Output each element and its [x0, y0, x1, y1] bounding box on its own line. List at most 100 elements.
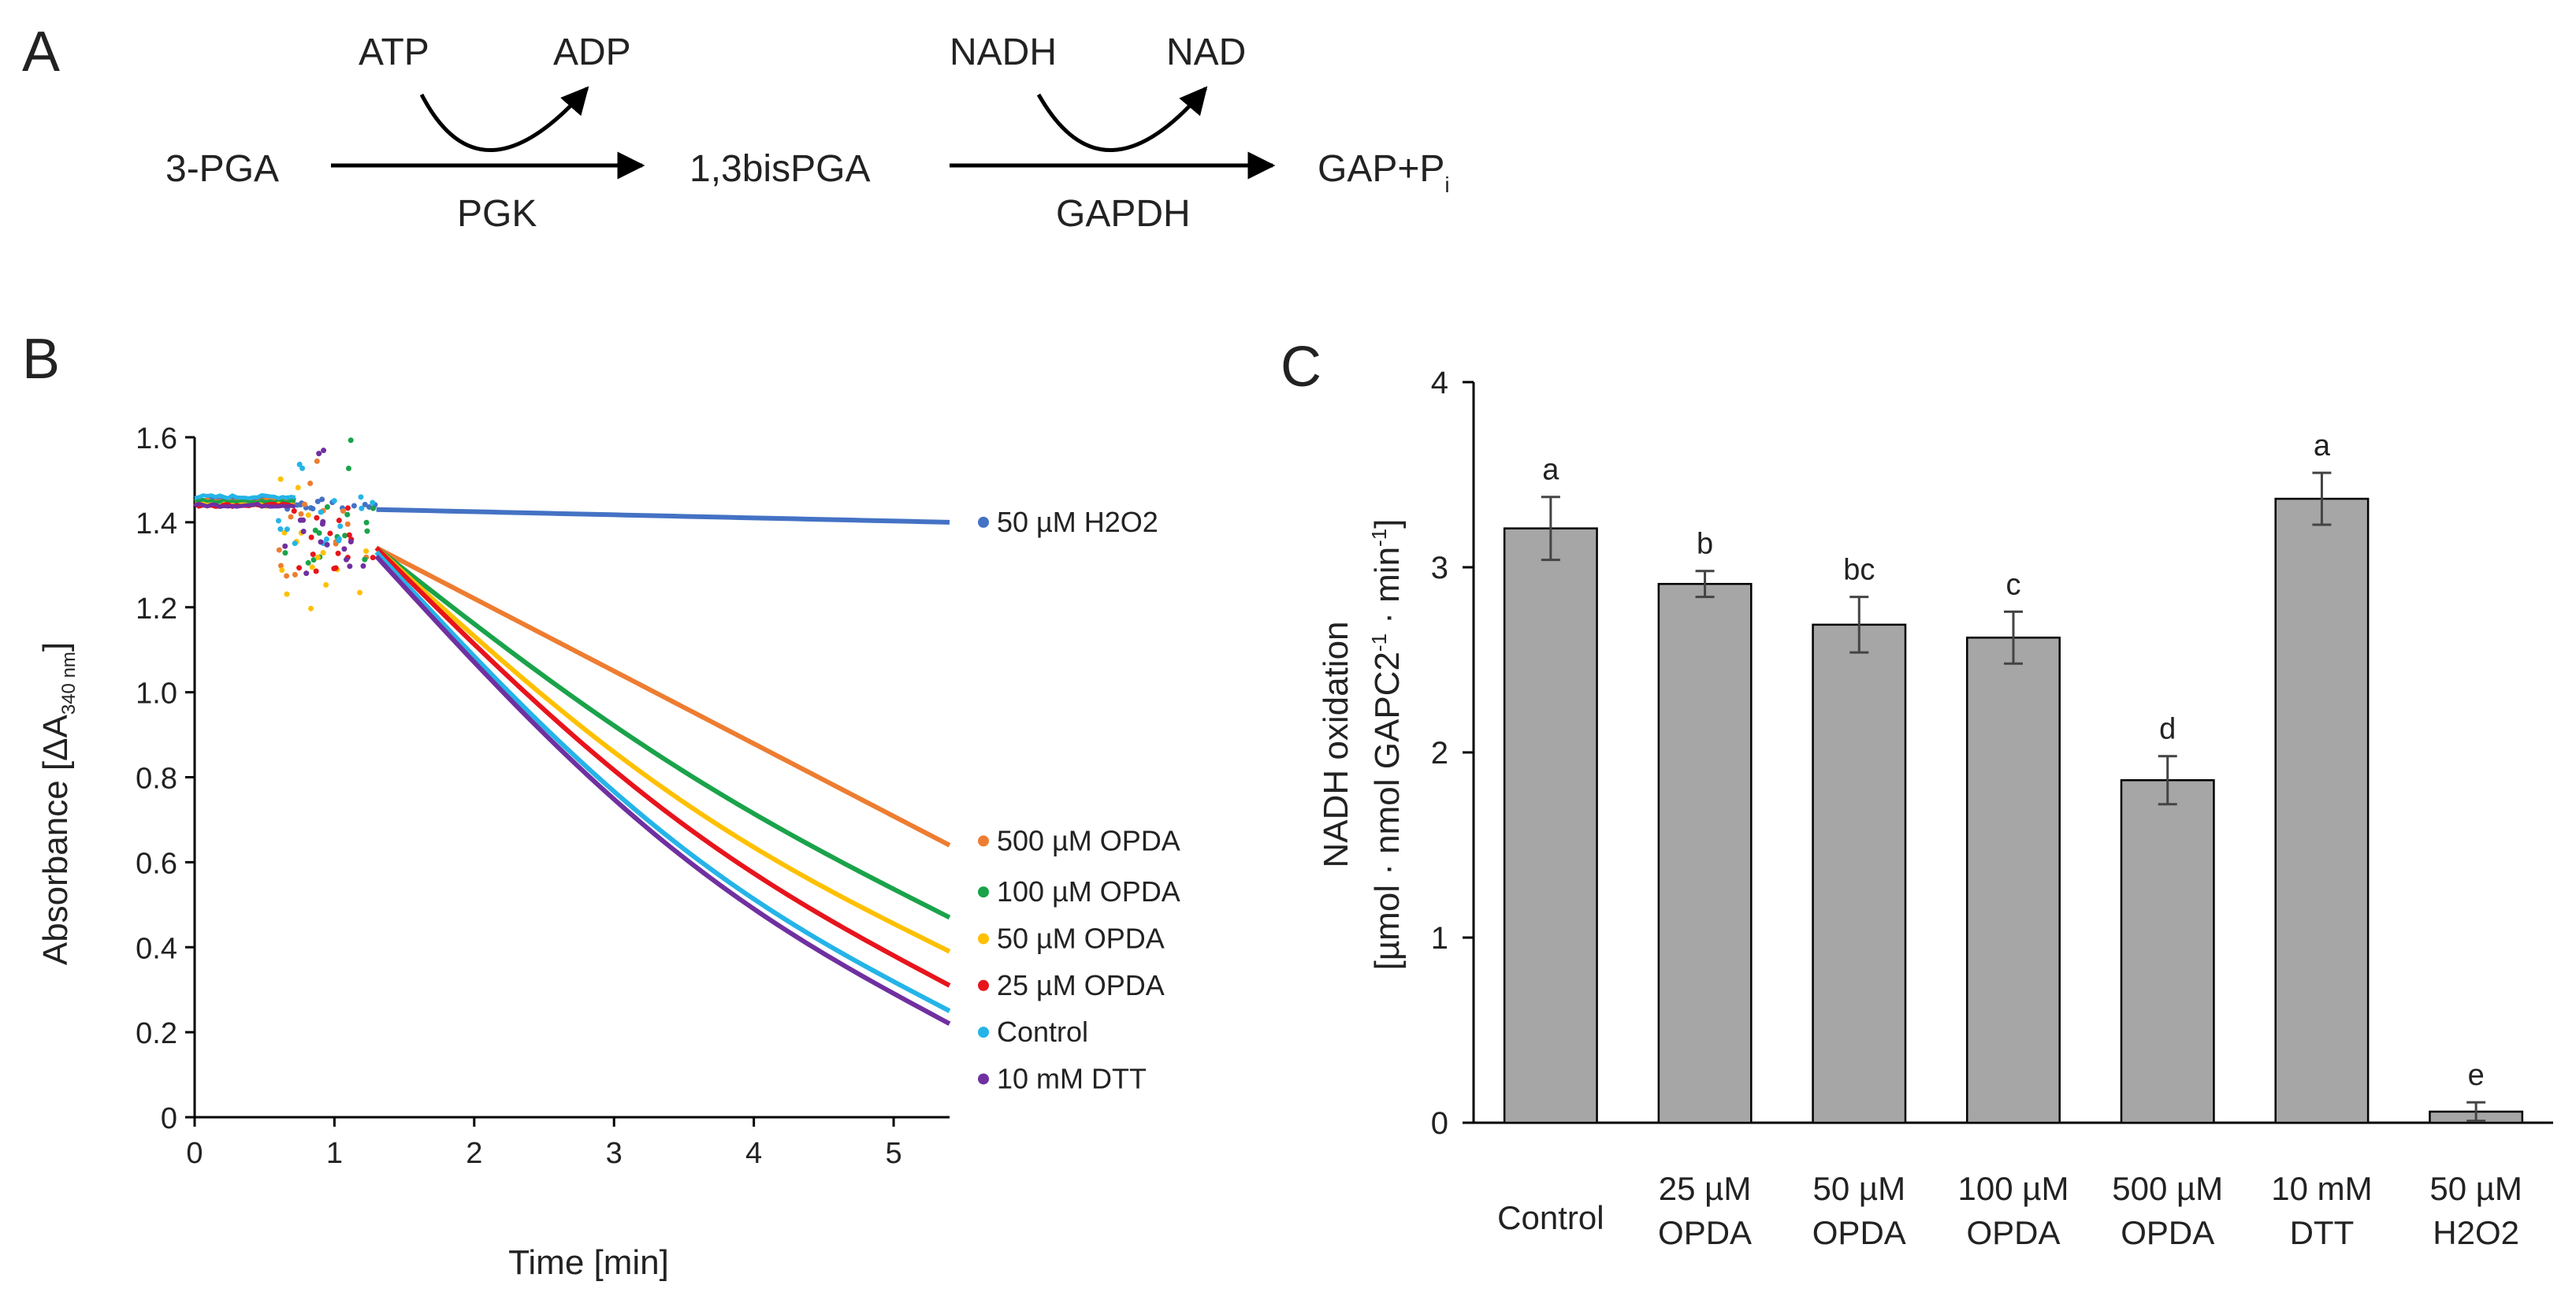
panel-b-x-tick-label: 0	[186, 1137, 203, 1170]
panel-b-mixing-dot	[316, 530, 322, 537]
panel-c-category-label: OPDA	[1812, 1214, 1906, 1251]
panel-b-series-25-m-opda	[193, 501, 951, 988]
product-main-text: GAP+P	[1318, 148, 1444, 190]
panel-b-mixing-dot	[327, 530, 333, 537]
adp-label: ADP	[553, 32, 631, 73]
panel-b-mixing-dot	[295, 485, 301, 491]
panel-b-y-axis-title-subscript: 340 nm	[58, 652, 80, 715]
panel-b-mixing-dot	[282, 550, 288, 556]
panel-c-bar	[1966, 637, 2061, 1124]
panel-b-legend-marker	[978, 516, 989, 528]
atp-adp-curved-arrow	[419, 86, 589, 152]
panel-b-mixing-dot	[331, 566, 337, 572]
panel-b-mixing-dot	[331, 498, 337, 504]
panel-c-y-units-mid: · min	[1368, 547, 1407, 633]
panel-b-mixing-dot	[359, 505, 365, 511]
panel-b-mixing-dot	[336, 518, 342, 524]
panel-c-y-tick-label: 4	[1431, 366, 1448, 400]
panel-c-category-label: OPDA	[1966, 1214, 2060, 1251]
panel-b-mixing-dot	[323, 536, 329, 542]
panel-b-legend-marker	[978, 886, 989, 898]
panel-b-mixing-dot	[310, 552, 316, 558]
panel-c-significance-label: b	[1697, 528, 1713, 561]
panel-c-significance-label: bc	[1843, 554, 1875, 587]
panel-b-mixing-dot	[299, 465, 306, 471]
panel-c-significance-label: a	[1542, 454, 1559, 487]
panel-c-y-tick-label: 0	[1431, 1106, 1448, 1141]
panel-b-mixing-dot	[342, 533, 348, 539]
panel-b-mixing-dot	[337, 523, 344, 529]
panel-b-y-tick-label: 0.6	[136, 847, 177, 880]
panel-b-x-tick-label: 3	[606, 1137, 623, 1170]
panel-b-series-10-mm-dtt	[193, 448, 951, 1026]
panel-b-mixing-dot	[310, 506, 316, 512]
panel-b-y-axis-title-end: ]	[36, 642, 75, 652]
panel-b-mixing-dot	[277, 563, 284, 569]
panel-c-significance-label: c	[2006, 568, 2021, 601]
panel-b-mixing-dot	[297, 517, 303, 523]
panel-b-mixing-dot	[344, 521, 351, 527]
panel-b-y-tick-label: 0.2	[136, 1017, 177, 1050]
panel-c-category-label: 10 mM	[2271, 1170, 2372, 1207]
intermediate-label: 1,3bisPGA	[690, 148, 870, 190]
panel-b-legend-marker	[978, 1027, 989, 1038]
panel-b-mixing-dot	[370, 500, 376, 506]
panel-a-label: A	[22, 20, 60, 84]
panel-b-mixing-dot	[364, 528, 370, 534]
panel-b-mixing-dot	[336, 537, 342, 544]
panel-b-mixing-dot	[344, 505, 351, 511]
panel-b-mixing-dot	[284, 526, 290, 533]
panel-b-mixing-dot	[362, 548, 369, 554]
panel-b-series	[193, 437, 951, 1026]
product-label: GAP+Pi	[1318, 148, 1450, 197]
panel-b-mixing-dot	[305, 559, 311, 566]
panel-b-legend-label: 10 mM DTT	[997, 1062, 1147, 1094]
panel-b-y-tick-label: 1.0	[136, 678, 177, 711]
panel-c-category-label: 500 µM	[2112, 1170, 2223, 1207]
panel-b-legend-label: 25 µM OPDA	[997, 969, 1165, 1001]
panel-b-series-line	[374, 546, 951, 954]
panel-c-category-label: 50 µM	[2429, 1170, 2522, 1207]
panel-c-bar	[1657, 582, 1753, 1124]
panel-c-bars: a Control b 25 µM OPDA bc 50 µM OPDA c 100 µM OPDA…	[1497, 429, 2524, 1251]
panel-b-mixing-dot	[318, 509, 324, 515]
panel-b-mixing-dot	[321, 448, 327, 454]
panel-b-mixing-dot	[296, 565, 303, 571]
panel-b-mixing-dot	[305, 512, 311, 518]
panel-b-mixing-dot	[324, 503, 330, 510]
panel-b-mixing-dot	[320, 550, 326, 556]
panel-b-mixing-dot	[314, 498, 321, 504]
panel-b-mixing-dot	[357, 589, 363, 596]
panel-c-category-label: OPDA	[2121, 1214, 2214, 1251]
panel-b-legend: 50 µM H2O2 500 µM OPDA 100 µM OPDA 50 µM OP…	[978, 506, 1180, 1094]
panel-b-mixing-dot	[340, 508, 346, 514]
panel-b-mixing-dot	[323, 581, 329, 588]
panel-c-category-label: 100 µM	[1958, 1170, 2069, 1207]
panel-c-bar	[2120, 779, 2215, 1124]
panel-b-mixing-dot	[300, 529, 307, 535]
panel-b-mixing-dot	[346, 532, 352, 538]
panel-b-mixing-dot	[351, 503, 357, 509]
panel-b-series-line	[374, 545, 951, 920]
panel-b-mixing-dot	[298, 511, 304, 517]
panel-b-mixing-dot	[348, 437, 354, 444]
panel-c-bar	[1812, 623, 1907, 1124]
panel-b-label: B	[22, 328, 60, 391]
panel-b-y-axis-title: Absorbance [ΔA340 nm]	[36, 642, 80, 965]
panel-b-mixing-dot	[297, 502, 303, 508]
panel-b-y-tick-label: 0.4	[136, 932, 177, 965]
panel-b-mixing-dot	[277, 526, 284, 532]
panel-b-mixing-dot	[308, 534, 314, 540]
panel-b-axes: 0 0.2 0.4 0.6 0.8 1.0 1.2 1.4 1.6 0 1 2 3 4 5	[136, 422, 950, 1170]
panel-b-absorbance-chart: B 0 0.2 0.4 0.6 0.8 1.0 1.2 1.4 1.6 0 1 2 3 4 5 50 µM …	[22, 328, 1180, 1282]
panel-b-y-tick-label: 0	[161, 1102, 177, 1135]
panel-c-y-tick-label: 2	[1431, 736, 1448, 771]
panel-b-mixing-dot	[344, 511, 351, 518]
panel-b-y-axis-title-text: Absorbance [ΔA	[36, 714, 75, 965]
panel-b-legend-label: 500 µM OPDA	[997, 824, 1180, 856]
panel-c-y-tick-label: 1	[1431, 921, 1448, 956]
panel-b-x-tick-label: 1	[326, 1137, 343, 1170]
panel-b-series-baseline	[194, 497, 296, 505]
panel-c-category-label: DTT	[2290, 1214, 2355, 1251]
